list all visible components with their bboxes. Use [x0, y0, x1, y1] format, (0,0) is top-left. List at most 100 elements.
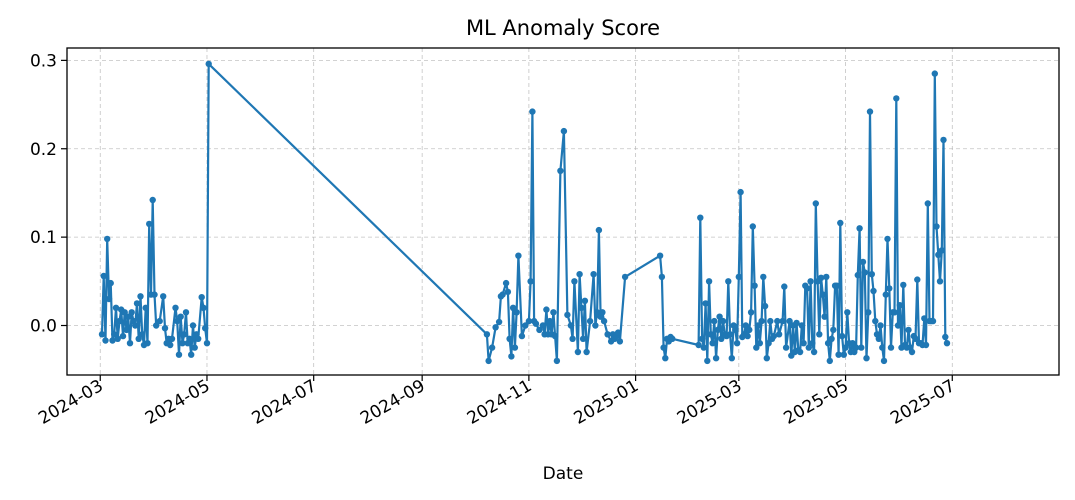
data-point: [893, 95, 900, 102]
data-point: [564, 311, 571, 319]
data-point: [557, 167, 564, 174]
data-point: [758, 317, 765, 325]
data-point: [595, 226, 603, 234]
data-point: [182, 309, 190, 316]
data-point: [511, 344, 519, 351]
data-point: [849, 340, 856, 347]
data-point: [812, 200, 819, 207]
data-point: [621, 273, 629, 281]
data-point: [492, 324, 499, 331]
data-point: [574, 348, 582, 356]
data-point: [188, 351, 195, 358]
data-point: [931, 70, 938, 77]
data-point: [599, 309, 606, 316]
data-point: [798, 322, 805, 329]
chart-title: ML Anomaly Score: [466, 16, 660, 40]
data-point: [189, 322, 197, 329]
data-point: [200, 304, 207, 311]
data-point: [560, 127, 568, 135]
data-point: [833, 282, 840, 289]
data-point: [837, 219, 844, 227]
data-point: [508, 353, 515, 360]
data-point: [863, 355, 870, 362]
data-point: [817, 274, 825, 281]
data-point: [179, 340, 186, 347]
data-point: [718, 335, 725, 342]
data-point: [579, 335, 587, 342]
data-point: [774, 317, 781, 325]
data-point: [203, 340, 211, 347]
data-point: [202, 325, 209, 332]
data-point: [586, 317, 594, 325]
data-point: [100, 272, 107, 280]
data-point: [107, 279, 114, 287]
plot-frame: [66, 47, 1060, 376]
data-point: [737, 188, 744, 196]
data-point: [819, 291, 826, 298]
data-point: [126, 340, 134, 347]
data-point: [868, 271, 875, 278]
data-point: [866, 108, 874, 115]
data-point: [838, 332, 846, 340]
data-point: [186, 335, 193, 342]
y-tick-label: 0.1: [30, 228, 57, 248]
data-point: [938, 247, 945, 254]
grid: [67, 48, 1059, 375]
data-point: [733, 340, 741, 347]
data-point: [112, 304, 120, 311]
data-point: [578, 304, 585, 311]
data-point: [828, 335, 835, 342]
data-point: [707, 331, 714, 338]
data-point: [146, 220, 153, 228]
data-point: [543, 306, 550, 313]
data-point: [877, 322, 884, 329]
data-point: [532, 320, 540, 327]
data-point: [705, 278, 713, 285]
data-point: [137, 293, 144, 300]
data-point: [900, 281, 907, 289]
data-point: [167, 341, 174, 349]
data-point: [504, 288, 512, 296]
data-point: [704, 357, 711, 365]
data-point: [882, 291, 889, 298]
data-point: [830, 326, 837, 334]
data-point: [935, 251, 942, 258]
data-point: [144, 340, 151, 347]
data-point: [172, 304, 179, 311]
data-point: [887, 344, 895, 351]
data-point: [697, 214, 704, 221]
data-point: [872, 317, 879, 325]
data-point: [735, 273, 742, 281]
data-point: [135, 335, 142, 342]
data-point: [546, 317, 554, 325]
data-point: [779, 317, 786, 325]
data-point: [509, 304, 517, 311]
data-point: [139, 331, 146, 338]
data-point: [695, 341, 702, 349]
data-point: [861, 269, 868, 276]
data-point: [104, 235, 111, 243]
data-point: [553, 357, 561, 365]
y-tick-label: 0.2: [30, 140, 57, 160]
y-tick-label: 0.3: [30, 51, 57, 71]
data-point: [576, 271, 583, 278]
data-point: [195, 335, 202, 342]
data-point: [156, 317, 163, 325]
data-point: [174, 317, 181, 325]
data-point: [711, 317, 718, 325]
data-point: [816, 331, 823, 338]
data-point: [754, 322, 762, 329]
data-point: [844, 309, 851, 316]
data-point: [756, 340, 763, 347]
data-point: [728, 355, 735, 362]
data-point: [781, 283, 788, 290]
data-point: [662, 355, 669, 362]
data-point: [698, 335, 706, 342]
data-point: [151, 291, 158, 298]
data-point: [924, 200, 931, 207]
data-point: [742, 322, 749, 329]
y-axis: 0.0 0.1 0.2 0.3: [30, 51, 67, 337]
data-point: [805, 344, 812, 351]
